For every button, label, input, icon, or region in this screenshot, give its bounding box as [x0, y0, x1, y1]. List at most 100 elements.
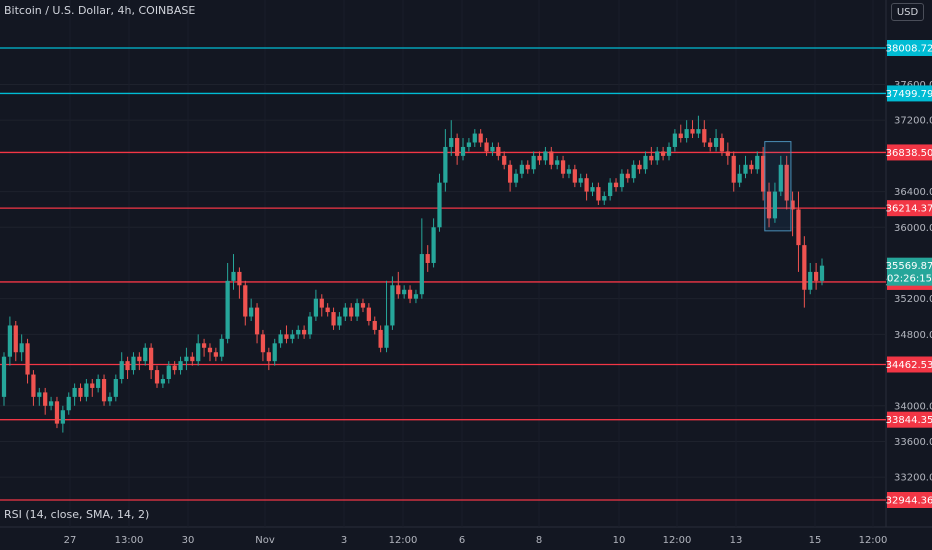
candle-body	[219, 338, 224, 357]
candle-body	[107, 396, 113, 402]
level-price-text: 38008.72	[886, 44, 932, 55]
candle-body	[713, 138, 719, 147]
level-price-badge	[887, 40, 932, 56]
candle-body	[119, 361, 124, 380]
candle-body	[731, 155, 736, 183]
level-price-badge	[887, 200, 932, 217]
candle-body	[819, 265, 825, 281]
candle-body	[537, 155, 542, 161]
candle-body	[290, 334, 295, 339]
candle-body	[43, 392, 48, 406]
level-price-badge	[887, 144, 932, 161]
candle-body	[496, 146, 501, 156]
candle-body	[48, 401, 54, 406]
x-tick-label: 27	[64, 535, 77, 546]
candle-body	[608, 182, 613, 197]
candle-body	[125, 361, 130, 371]
candle-body	[513, 173, 519, 183]
candle-body	[796, 209, 801, 246]
candle-body	[19, 343, 24, 353]
candle-body	[543, 151, 548, 161]
candle-body	[225, 280, 230, 339]
candle-body	[325, 307, 330, 313]
candle-body	[372, 320, 377, 330]
currency-selector[interactable]: USD	[891, 3, 924, 21]
y-tick-label: 35200.00	[894, 294, 932, 305]
candle-body	[7, 325, 13, 357]
candle-body	[360, 303, 366, 308]
candle-body	[613, 182, 619, 188]
candle-body	[625, 173, 630, 179]
x-tick-label: Nov	[255, 535, 275, 546]
candle-body	[378, 329, 383, 348]
level-price-badge	[887, 356, 932, 373]
candle-body	[284, 334, 289, 339]
candle-body	[25, 343, 30, 375]
candle-body	[319, 298, 324, 308]
candle-body	[484, 142, 489, 152]
candle-body	[572, 169, 577, 183]
x-tick-label: 15	[809, 535, 822, 546]
candle-body	[737, 173, 742, 183]
candle-body	[549, 151, 554, 165]
candle-body	[154, 370, 160, 384]
candle-body	[72, 387, 77, 397]
candle-body	[696, 129, 701, 134]
candle-body	[302, 329, 307, 335]
level-price-badge	[887, 85, 932, 102]
candle-body	[743, 164, 748, 174]
y-tick-label: 34800.00	[894, 330, 932, 341]
candle-body	[90, 383, 95, 388]
candle-body	[655, 151, 660, 161]
chart-title: Bitcoin / U.S. Dollar, 4h, COINBASE	[4, 4, 196, 17]
candle-body	[531, 155, 536, 170]
level-price-text: 36214.37	[886, 204, 932, 215]
candle-body	[413, 294, 419, 299]
y-tick-label: 33600.00	[894, 437, 932, 448]
candle-body	[702, 129, 707, 143]
x-tick-label: 3	[341, 535, 347, 546]
candle-body	[37, 392, 42, 397]
candle-body	[631, 164, 636, 179]
candle-body	[149, 347, 154, 371]
current-price-badge	[887, 257, 932, 286]
rsi-indicator-label[interactable]: RSI (14, close, SMA, 14, 2)	[4, 508, 150, 521]
candle-body	[725, 151, 730, 156]
candle-body	[96, 379, 101, 388]
y-tick-label: 36400.00	[894, 187, 932, 198]
candle-body	[354, 303, 360, 317]
candle-body	[449, 138, 454, 147]
highlight-box	[764, 141, 792, 232]
candle-body	[213, 352, 218, 357]
candle-body	[443, 146, 448, 183]
candle-body	[184, 356, 189, 362]
candle-body	[113, 379, 118, 397]
level-price-text: 33844.35	[886, 415, 932, 426]
y-tick-label: 36000.00	[894, 223, 932, 234]
candle-body	[466, 142, 472, 147]
candle-body	[366, 307, 371, 321]
candle-body	[584, 178, 589, 192]
candle-body	[60, 410, 65, 424]
current-price-text: 35569.87	[886, 261, 932, 272]
x-tick-label: 12:00	[389, 535, 418, 546]
y-tick-label: 37200.00	[894, 116, 932, 127]
candle-body	[66, 396, 71, 411]
countdown-text: 02:26:15	[887, 274, 932, 285]
level-price-text: 37499.79	[886, 89, 932, 100]
candle-body	[761, 155, 766, 192]
level-price-text: 34462.53	[886, 360, 932, 371]
candle-body	[143, 347, 148, 362]
candle-body	[478, 133, 483, 143]
candle-body	[343, 307, 348, 317]
candle-body	[784, 164, 789, 201]
y-tick-label: 34000.00	[894, 401, 932, 412]
candle-body	[278, 334, 283, 344]
level-price-badge	[887, 492, 932, 508]
candle-body	[502, 155, 507, 165]
candle-body	[643, 155, 648, 170]
candle-body	[472, 133, 477, 143]
level-price-text: 36838.50	[886, 148, 932, 159]
candle-body	[649, 155, 654, 161]
